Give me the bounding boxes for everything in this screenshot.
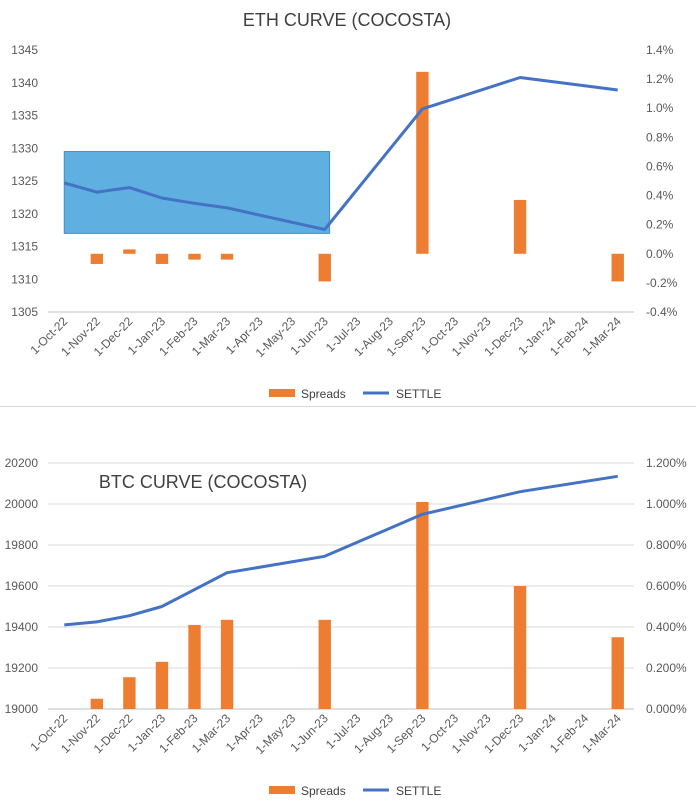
y-left-tick-label: 1340 xyxy=(11,76,38,90)
spread-bar xyxy=(90,698,104,709)
y-right-tick-label: 1.000% xyxy=(646,497,687,511)
y-right-tick-label: 1.4% xyxy=(646,43,674,57)
y-right-tick-label: 0.6% xyxy=(646,159,674,173)
spread-bar xyxy=(220,619,234,709)
y-left-tick-label: 1305 xyxy=(11,305,38,319)
y-right-tick-label: 0.800% xyxy=(646,538,687,552)
legend-label-spreads: Spreads xyxy=(301,784,346,798)
y-right-tick-label: 0.000% xyxy=(646,702,687,716)
settle-line xyxy=(63,76,618,231)
y-left-tick-label: 1325 xyxy=(11,174,38,188)
spread-bar xyxy=(188,253,201,260)
chart-title: BTC CURVE (COCOSTA) xyxy=(99,472,307,492)
y-right-tick-label: 1.2% xyxy=(646,72,674,86)
legend: Spreads SETTLE xyxy=(269,387,441,401)
spread-bar xyxy=(416,501,429,709)
y-left-tick-label: 20200 xyxy=(5,456,39,470)
btc-curve-chart: BTC CURVE (COCOSTA) Spreads SETTLE 19000… xyxy=(5,456,687,798)
y-right-tick-label: 0.0% xyxy=(646,247,674,261)
y-left-tick-label: 1345 xyxy=(11,43,38,57)
legend-label-spreads: Spreads xyxy=(301,387,346,401)
chart-divider xyxy=(0,406,696,407)
y-left-tick-label: 19800 xyxy=(5,538,39,552)
y-left-tick-label: 1330 xyxy=(11,141,38,155)
spread-bar xyxy=(155,661,169,709)
y-left-tick-label: 1315 xyxy=(11,240,38,254)
y-right-tick-label: 0.200% xyxy=(646,661,687,675)
y-left-tick-label: 1310 xyxy=(11,272,38,286)
spread-bar xyxy=(90,253,104,264)
y-right-tick-label: 1.200% xyxy=(646,456,687,470)
y-left-tick-label: 1320 xyxy=(11,207,38,221)
spread-bar xyxy=(155,253,169,264)
legend-label-settle: SETTLE xyxy=(396,387,441,401)
spread-bar xyxy=(188,624,201,709)
y-right-tick-label: -0.4% xyxy=(646,305,678,319)
y-left-tick-label: 19400 xyxy=(5,620,39,634)
spread-bar xyxy=(416,71,429,254)
y-right-tick-label: -0.2% xyxy=(646,276,678,290)
y-left-tick-label: 19000 xyxy=(5,702,39,716)
settle-line xyxy=(64,474,618,627)
spread-bar xyxy=(513,586,527,709)
spread-bar xyxy=(123,677,136,709)
spread-bar xyxy=(318,619,331,709)
y-left-tick-label: 1335 xyxy=(11,109,38,123)
y-right-tick-label: 0.8% xyxy=(646,130,674,144)
legend-swatch-spreads xyxy=(269,786,295,794)
spread-bar xyxy=(611,637,624,709)
spread-bar xyxy=(513,199,527,254)
y-right-tick-label: 0.2% xyxy=(646,218,674,232)
y-left-tick-label: 20000 xyxy=(5,497,39,511)
spread-bar xyxy=(123,249,136,254)
eth-curve-chart: ETH CURVE (COCOSTA) Spreads SETTLE 1305 1… xyxy=(11,10,678,401)
legend-swatch-spreads xyxy=(269,389,295,397)
legend: Spreads SETTLE xyxy=(269,784,441,798)
y-left-tick-label: 19200 xyxy=(5,661,39,675)
y-right-tick-label: 0.400% xyxy=(646,620,687,634)
y-right-tick-label: 1.0% xyxy=(646,101,674,115)
spread-bar xyxy=(318,253,331,282)
chart-title: ETH CURVE (COCOSTA) xyxy=(243,10,451,30)
legend-label-settle: SETTLE xyxy=(396,784,441,798)
spread-bar xyxy=(220,253,234,260)
y-left-tick-label: 19600 xyxy=(5,579,39,593)
spread-bar xyxy=(611,253,624,282)
y-right-tick-label: 0.4% xyxy=(646,189,674,203)
y-right-tick-label: 0.600% xyxy=(646,579,687,593)
